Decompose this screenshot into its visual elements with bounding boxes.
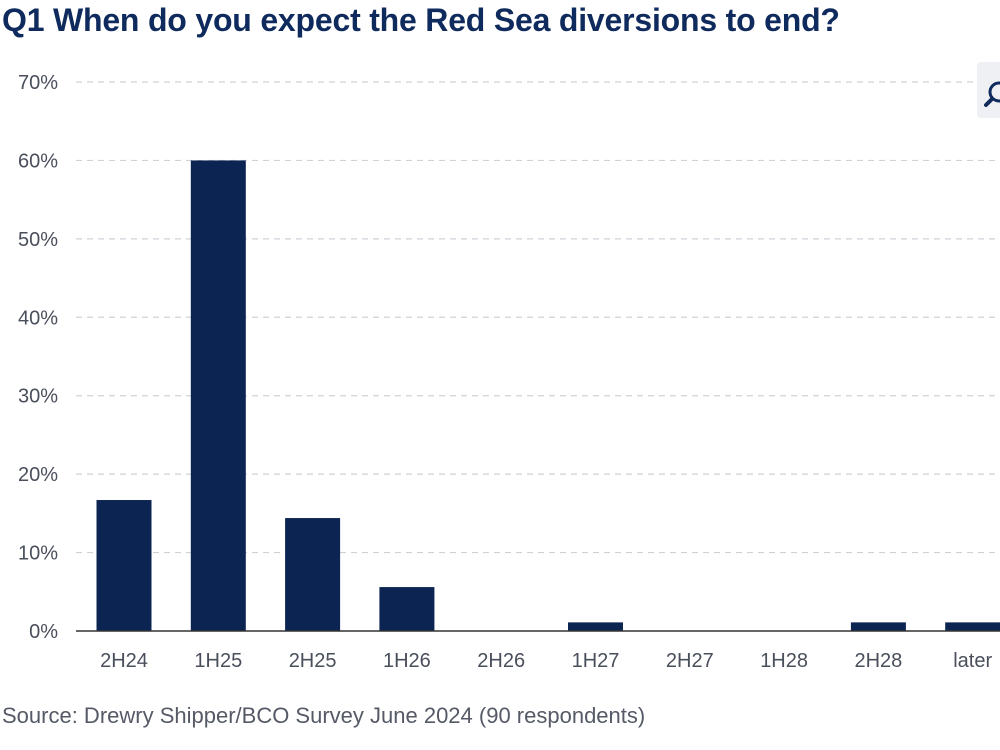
y-tick-label: 10% [18, 543, 58, 565]
bar-1H25 [190, 160, 246, 631]
x-tick-label: 1H28 [760, 650, 808, 672]
bar-later [945, 622, 1000, 631]
bar-2H25 [285, 518, 341, 631]
bar-2H24 [96, 500, 152, 631]
y-tick-label: 50% [18, 229, 58, 251]
bar-1H26 [379, 587, 435, 631]
bar-chart: 0% 10% 20% 30% 40% 50% 60% 70% 2H24 1H25 2H25 1H26… [18, 72, 1000, 672]
y-tick-label: 60% [18, 150, 58, 172]
x-tick-label: later [953, 650, 992, 672]
x-tick-label: 2H24 [100, 650, 148, 672]
y-tick-label: 30% [18, 386, 58, 408]
x-tick-label: 2H26 [477, 650, 525, 672]
y-tick-label: 40% [18, 307, 58, 329]
x-tick-label: 1H25 [194, 650, 242, 672]
bars [96, 160, 1000, 631]
x-tick-label: 1H26 [383, 650, 431, 672]
zoom-button[interactable] [977, 62, 1000, 118]
magnifier-icon [984, 81, 1000, 107]
x-tick-label: 2H27 [666, 650, 714, 672]
x-tick-label: 2H25 [289, 650, 337, 672]
y-axis-tick-labels: 0% 10% 20% 30% 40% 50% 60% 70% [18, 72, 58, 643]
y-tick-label: 0% [29, 621, 58, 643]
bar-1H27 [568, 622, 623, 631]
bar-2H28 [850, 622, 906, 631]
y-tick-label: 20% [18, 464, 58, 486]
chart-title: Q1 When do you expect the Red Sea divers… [2, 2, 840, 38]
x-tick-label: 2H28 [854, 650, 902, 672]
source-note: Source: Drewry Shipper/BCO Survey June 2… [2, 703, 646, 728]
x-tick-label: 1H27 [572, 650, 620, 672]
x-axis-tick-labels: 2H24 1H25 2H25 1H26 2H26 1H27 2H27 1H28 2H28 late… [100, 650, 992, 672]
y-tick-label: 70% [18, 72, 58, 94]
